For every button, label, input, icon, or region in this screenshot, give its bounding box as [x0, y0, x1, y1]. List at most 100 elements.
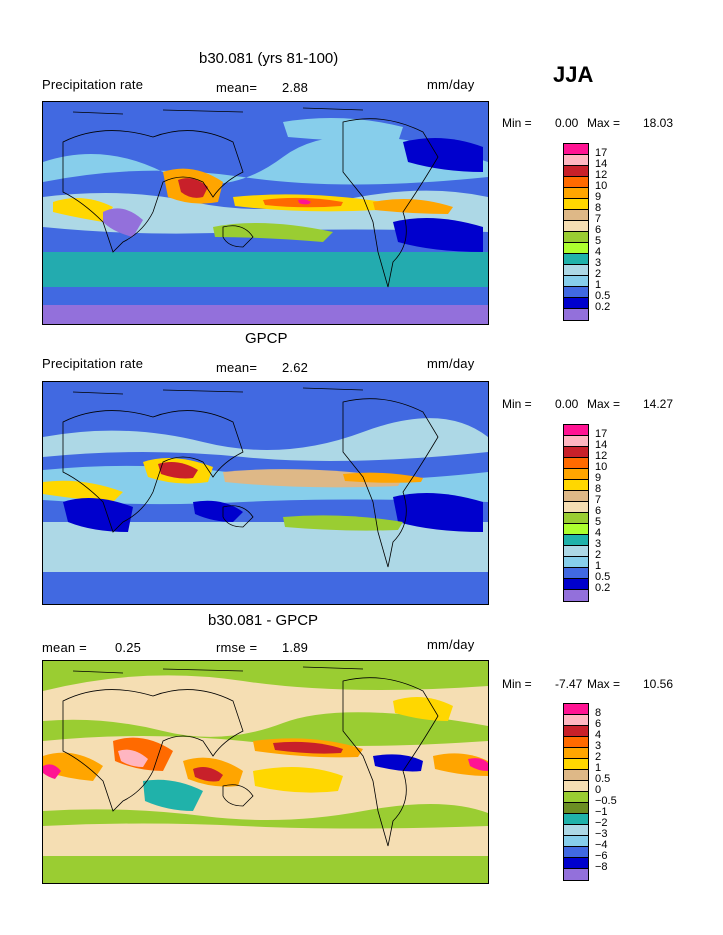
panel3-colorbar-swatch — [564, 748, 588, 759]
panel2-stat-label: mean= — [216, 360, 258, 375]
panel3-colorbar-tick-label: 1 — [595, 762, 602, 774]
panel3-colorbar-tick-label: 0.5 — [595, 773, 611, 785]
panel3-stat-value: 1.89 — [282, 640, 309, 655]
panel3-colorbar-swatch — [564, 704, 588, 715]
panel1-max-label: Max = — [587, 116, 621, 130]
panel2-max-value: 14.27 — [643, 397, 674, 411]
panel3-colorbar — [563, 703, 589, 881]
panel1-colorbar-swatch — [564, 287, 588, 298]
panel2-colorbar-swatch — [564, 502, 588, 513]
panel3-min-label: Min = — [502, 677, 532, 691]
panel3-colorbar-tick-label: 3 — [595, 740, 602, 752]
panel3-colorbar-tick-label: −0.5 — [595, 795, 617, 807]
panel1-max-value: 18.03 — [643, 116, 674, 130]
panel3-map-svg — [43, 661, 488, 883]
panel3-colorbar-tick-label: 4 — [595, 729, 602, 741]
panel1-colorbar-swatch — [564, 298, 588, 309]
panel2-colorbar-tick-label: 5 — [595, 516, 602, 528]
panel1-colorbar-tick-label: 10 — [595, 180, 608, 192]
panel3-left-label: mean = — [42, 640, 87, 655]
panel3-colorbar-tick-label: 0 — [595, 784, 602, 796]
panel1-colorbar-swatch — [564, 221, 588, 232]
panel2-colorbar-tick-label: 7 — [595, 494, 602, 506]
panel1-colorbar-tick-label: 9 — [595, 191, 602, 203]
panel2-colorbar-tick-label: 1 — [595, 560, 602, 572]
panel3-colorbar-swatch — [564, 792, 588, 803]
panel2-colorbar-tick-label: 2 — [595, 549, 602, 561]
panel3-colorbar-swatch — [564, 770, 588, 781]
panel3-colorbar-swatch — [564, 803, 588, 814]
panel2-map-svg — [43, 382, 488, 604]
panel2-colorbar-swatch — [564, 469, 588, 480]
panel1-colorbar-swatch — [564, 254, 588, 265]
panel2-colorbar-swatch — [564, 579, 588, 590]
panel2-colorbar-swatch — [564, 480, 588, 491]
panel1-colorbar-tick-label: 0.5 — [595, 290, 611, 302]
panel1-colorbar-tick-label: 7 — [595, 213, 602, 225]
panel1-colorbar-tick-label: 6 — [595, 224, 602, 236]
panel3-colorbar-swatch — [564, 814, 588, 825]
panel3-colorbar-swatch — [564, 781, 588, 792]
panel2-colorbar-tick-label: 3 — [595, 538, 602, 550]
panel3-left-value: 0.25 — [115, 640, 142, 655]
panel2-colorbar-tick-label: 17 — [595, 428, 608, 440]
panel1-colorbar-swatch — [564, 243, 588, 254]
panel3-stat-label: rmse = — [216, 640, 258, 655]
panel3-max-value: 10.56 — [643, 677, 674, 691]
panel1-colorbar-swatch — [564, 276, 588, 287]
season-label: JJA — [553, 62, 594, 87]
panel1-stat-value: 2.88 — [282, 80, 309, 95]
panel1-map — [42, 101, 489, 325]
panel3-colorbar-swatch — [564, 737, 588, 748]
panel1-colorbar-tick-label: 5 — [595, 235, 602, 247]
panel2-colorbar-swatch — [564, 590, 588, 601]
panel3-colorbar-tick-label: −3 — [595, 828, 608, 840]
panel2-min-label: Min = — [502, 397, 532, 411]
panel1-units: mm/day — [427, 77, 475, 92]
panel2-min-value: 0.00 — [555, 397, 579, 411]
panel1-colorbar — [563, 143, 589, 321]
panel1-map-svg — [43, 102, 488, 324]
panel2-colorbar-swatch — [564, 425, 588, 436]
panel1-colorbar-swatch — [564, 309, 588, 320]
panel3-colorbar-tick-label: −2 — [595, 817, 608, 829]
panel3-colorbar-swatch — [564, 726, 588, 737]
panel3-colorbar-tick-label: 2 — [595, 751, 602, 763]
panel3-map — [42, 660, 489, 884]
panel1-colorbar-swatch — [564, 265, 588, 276]
panel1-colorbar-swatch — [564, 210, 588, 221]
panel3-colorbar-tick-label: 8 — [595, 707, 602, 719]
panel2-colorbar-swatch — [564, 491, 588, 502]
panel2-max-label: Max = — [587, 397, 621, 411]
panel2-stat-value: 2.62 — [282, 360, 309, 375]
panel1-colorbar-swatch — [564, 144, 588, 155]
panel2-colorbar-tick-label: 0.2 — [595, 582, 611, 594]
panel3-colorbar-tick-label: −4 — [595, 839, 608, 851]
panel3-colorbar-swatch — [564, 715, 588, 726]
panel2-map — [42, 381, 489, 605]
panel2-colorbar-swatch — [564, 524, 588, 535]
panel3-units: mm/day — [427, 637, 475, 652]
panel2-colorbar-tick-label: 0.5 — [595, 571, 611, 583]
panel1-colorbar-tick-label: 14 — [595, 158, 608, 170]
panel2-colorbar-tick-label: 8 — [595, 483, 602, 495]
panel1-colorbar-swatch — [564, 177, 588, 188]
panel2-colorbar-tick-label: 12 — [595, 450, 608, 462]
panel2-colorbar-tick-label: 14 — [595, 439, 608, 451]
panel1-colorbar-tick-label: 12 — [595, 169, 608, 181]
panel1-colorbar-swatch — [564, 199, 588, 210]
panel2-colorbar-tick-label: 6 — [595, 505, 602, 517]
panel1-stat-label: mean= — [216, 80, 258, 95]
panel3-min-value: -7.47 — [555, 677, 583, 691]
panel1-colorbar-tick-label: 8 — [595, 202, 602, 214]
panel1-left-label: Precipitation rate — [42, 77, 144, 92]
panel2-colorbar-tick-label: 9 — [595, 472, 602, 484]
panel3-colorbar-swatch — [564, 759, 588, 770]
panel3-colorbar-tick-label: 6 — [595, 718, 602, 730]
panel2-units: mm/day — [427, 356, 475, 371]
panel3-title: b30.081 - GPCP — [208, 612, 319, 629]
panel2-colorbar-swatch — [564, 513, 588, 524]
panel2-colorbar-swatch — [564, 546, 588, 557]
panel2-colorbar-swatch — [564, 436, 588, 447]
panel3-max-label: Max = — [587, 677, 621, 691]
